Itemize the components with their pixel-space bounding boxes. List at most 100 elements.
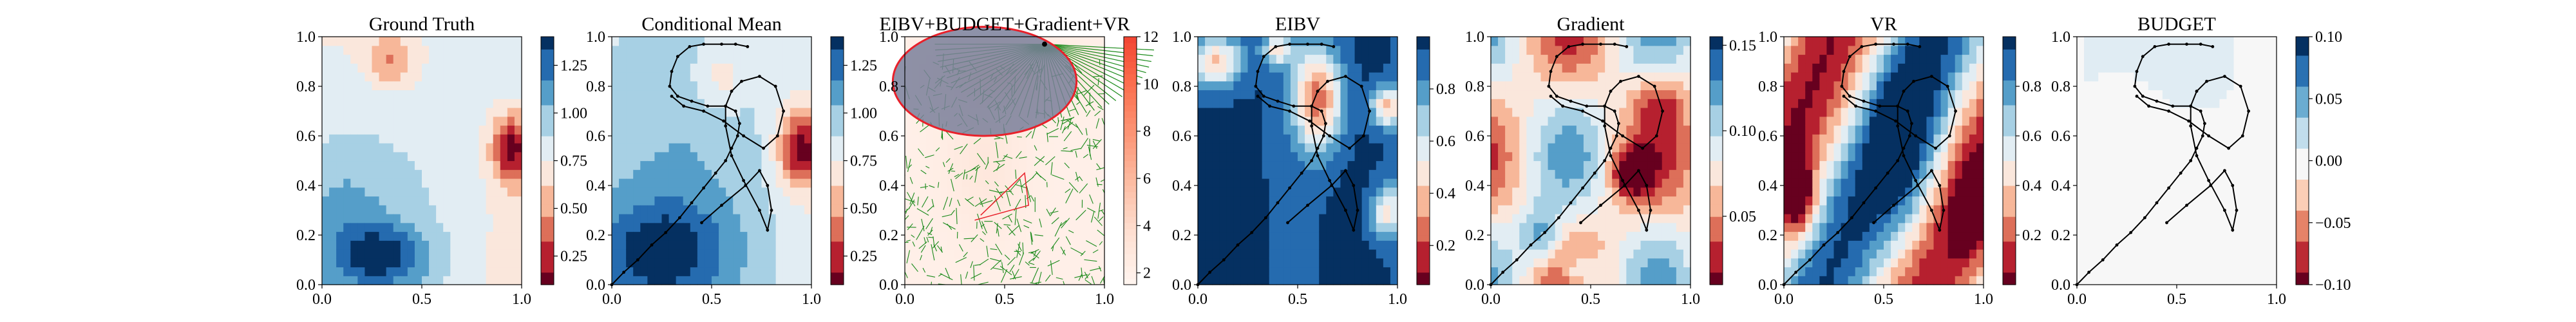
heatmap-cell xyxy=(1040,240,1048,250)
heatmap-cell xyxy=(1583,249,1591,259)
heatmap-cell xyxy=(500,99,508,108)
heatmap-cell xyxy=(804,125,812,135)
heatmap-cell xyxy=(1240,178,1249,188)
heatmap-cell xyxy=(1368,205,1377,214)
heatmap-cell xyxy=(961,143,970,153)
heatmap-cell xyxy=(1368,276,1377,285)
heatmap-cell xyxy=(1361,45,1370,55)
heatmap-cell xyxy=(450,169,458,179)
heatmap-cell xyxy=(322,214,330,223)
heatmap-cell xyxy=(350,45,358,55)
tree-edge xyxy=(1060,246,1066,256)
heatmap-cell xyxy=(514,205,522,214)
colorbar-segment xyxy=(831,104,844,112)
colorbar-segment xyxy=(1417,198,1430,205)
heatmap-cell xyxy=(990,240,998,250)
heatmap-cell xyxy=(983,249,991,259)
heatmap-cell xyxy=(654,240,663,250)
heatmap-cell xyxy=(804,134,812,144)
colorbar-segment xyxy=(541,247,554,254)
heatmap-cell xyxy=(1233,160,1242,170)
heatmap-cell xyxy=(1491,134,1499,144)
heatmap-cell xyxy=(1269,45,1277,55)
heatmap-cell xyxy=(754,116,762,126)
heatmap-cell xyxy=(393,276,401,285)
heatmap-cell xyxy=(1240,169,1249,179)
heatmap-cell xyxy=(1562,276,1570,285)
heatmap-cell xyxy=(640,125,648,135)
heatmap-cell xyxy=(1233,196,1242,205)
heatmap-cell xyxy=(668,222,677,232)
heatmap-cell xyxy=(1326,99,1334,108)
heatmap-cell xyxy=(1491,187,1499,197)
heatmap-cell xyxy=(1683,151,1691,162)
heatmap-cell xyxy=(1347,249,1356,259)
heatmap-cell xyxy=(1390,205,1398,214)
heatmap-cell xyxy=(1019,231,1027,241)
heatmap-cell xyxy=(514,276,522,285)
heatmap-cell xyxy=(1591,108,1598,117)
heatmap-cell xyxy=(478,240,487,250)
heatmap-cell xyxy=(704,72,712,82)
heatmap-cell xyxy=(712,196,719,205)
colorbar-segment xyxy=(1417,49,1430,56)
heatmap-cell xyxy=(1240,45,1249,55)
path-waypoint xyxy=(1344,75,1347,78)
heatmap-cell xyxy=(1047,249,1056,259)
heatmap-cell xyxy=(1676,99,1684,108)
heatmap-cell xyxy=(1612,37,1620,46)
heatmap-cell xyxy=(1090,267,1098,276)
colorbar-segment xyxy=(831,136,844,143)
path-waypoint xyxy=(678,216,681,220)
heatmap-cell xyxy=(683,267,691,276)
heatmap-cell xyxy=(1491,72,1499,82)
heatmap-cell xyxy=(976,267,984,276)
heatmap-cell xyxy=(322,231,330,241)
heatmap-cell xyxy=(640,178,648,188)
heatmap-cell xyxy=(357,63,366,73)
heatmap-cell xyxy=(790,240,798,250)
heatmap-cell xyxy=(1212,205,1220,214)
heatmap-cell xyxy=(1662,72,1670,82)
tree-edge xyxy=(999,265,1012,276)
heatmap-cell xyxy=(1519,151,1527,162)
colorbar-segment xyxy=(1417,266,1430,273)
heatmap-cell xyxy=(1583,160,1591,170)
heatmap-cell xyxy=(507,267,515,276)
heatmap-cell xyxy=(1090,249,1098,259)
heatmap-cell xyxy=(336,187,344,197)
heatmap-cell xyxy=(1233,214,1242,223)
heatmap-cell xyxy=(782,80,791,91)
heatmap-cell xyxy=(668,116,677,126)
heatmap-cell xyxy=(761,196,770,205)
heatmap-cell xyxy=(1226,72,1234,82)
heatmap-cell xyxy=(1298,37,1305,46)
heatmap-cell xyxy=(1383,214,1391,223)
heatmap-cell xyxy=(1491,37,1499,46)
path-waypoint xyxy=(1236,243,1240,247)
heatmap-cell xyxy=(464,37,473,46)
heatmap-cell xyxy=(1526,151,1535,162)
heatmap-cell xyxy=(1247,231,1256,241)
heatmap-cell xyxy=(393,45,401,55)
tree-edge xyxy=(1096,163,1101,169)
heatmap-cell xyxy=(654,196,663,205)
heatmap-cell xyxy=(1326,143,1334,153)
heatmap-cell xyxy=(1047,178,1056,188)
heatmap-cell xyxy=(905,134,913,144)
heatmap-cell xyxy=(1033,231,1041,241)
heatmap-cell xyxy=(1347,45,1356,55)
heatmap-cell xyxy=(471,196,480,205)
tree-edge xyxy=(1015,184,1028,189)
heatmap-cell xyxy=(407,249,415,259)
colorbar-segment xyxy=(1710,61,1723,68)
heatmap-cell xyxy=(940,151,949,162)
heatmap-cell xyxy=(969,187,977,197)
x-tick-label: 1.0 xyxy=(512,291,531,308)
heatmap-cell xyxy=(1347,108,1356,117)
heatmap-cell xyxy=(619,222,627,232)
heatmap-cell xyxy=(1212,99,1220,108)
heatmap-cell xyxy=(1583,205,1591,214)
path-waypoint xyxy=(1300,171,1303,175)
